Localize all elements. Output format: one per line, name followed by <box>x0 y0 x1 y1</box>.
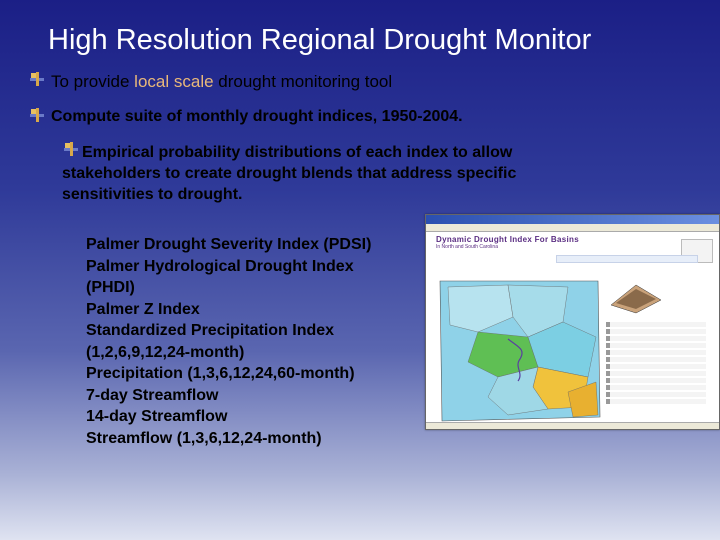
surface-plot <box>610 284 662 314</box>
bullet-compute-indices: Compute suite of monthly drought indices… <box>51 108 463 125</box>
index-list: Palmer Drought Severity Index (PDSI) Pal… <box>86 234 426 449</box>
index-item: (1,2,6,9,12,24-month) <box>86 343 245 361</box>
index-item: Palmer Drought Severity Index (PDSI) <box>86 236 372 253</box>
bullet-local-scale: To provide local scale drought monitorin… <box>51 72 392 92</box>
bullet3-line3: sensitivities to drought. <box>62 186 243 203</box>
slide-title: High Resolution Regional Drought Monitor <box>48 24 592 56</box>
sub-bullet-icon <box>64 142 78 156</box>
browser-titlebar <box>426 215 719 224</box>
index-item: Precipitation (1,3,6,12,24,60-month) <box>86 365 355 382</box>
bullet3-line1: Empirical probability distributions of e… <box>82 144 513 161</box>
index-item: Standardized Precipitation Index <box>86 322 335 339</box>
bullet1-highlight: local scale <box>134 72 214 91</box>
index-item: Streamflow (1,3,6,12,24-month) <box>86 429 322 447</box>
index-item: Palmer Hydrological Drought Index <box>86 257 354 275</box>
index-item: 14-day Streamflow <box>86 408 228 425</box>
index-item: Palmer Z Index <box>86 300 200 318</box>
bullet1-post: drought monitoring tool <box>213 72 393 91</box>
screenshot-navbar <box>556 255 698 263</box>
screenshot-heading: Dynamic Drought Index For Basins <box>436 235 579 244</box>
screenshot-subheading: In North and South Carolina <box>436 244 498 250</box>
browser-statusbar <box>426 422 719 429</box>
index-item: 7-day Streamflow <box>86 386 219 404</box>
bullet-probability-distributions: Empirical probability distributions of e… <box>62 142 622 205</box>
drought-map <box>438 277 603 425</box>
browser-menubar <box>426 224 719 232</box>
bullet-icon <box>30 72 44 86</box>
index-item: (PHDI) <box>86 279 135 296</box>
drought-tool-screenshot: Dynamic Drought Index For Basins In Nort… <box>425 214 720 430</box>
bullet-icon <box>30 108 44 122</box>
bullet3-line2: stakeholders to create drought blends th… <box>62 165 517 182</box>
bullet1-pre: To provide <box>51 72 135 91</box>
screenshot-header: Dynamic Drought Index For Basins In Nort… <box>436 235 706 255</box>
legend-panel <box>606 275 706 425</box>
